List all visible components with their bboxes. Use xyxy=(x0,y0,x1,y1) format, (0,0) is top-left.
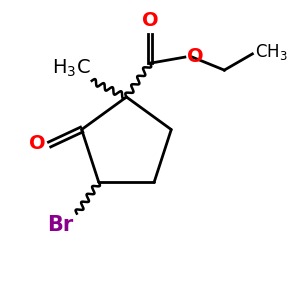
Text: O: O xyxy=(28,134,45,153)
Text: H$_3$C: H$_3$C xyxy=(52,58,90,80)
Text: Br: Br xyxy=(48,215,74,235)
Text: O: O xyxy=(142,11,158,30)
Text: CH$_3$: CH$_3$ xyxy=(255,42,287,62)
Text: O: O xyxy=(187,47,204,66)
